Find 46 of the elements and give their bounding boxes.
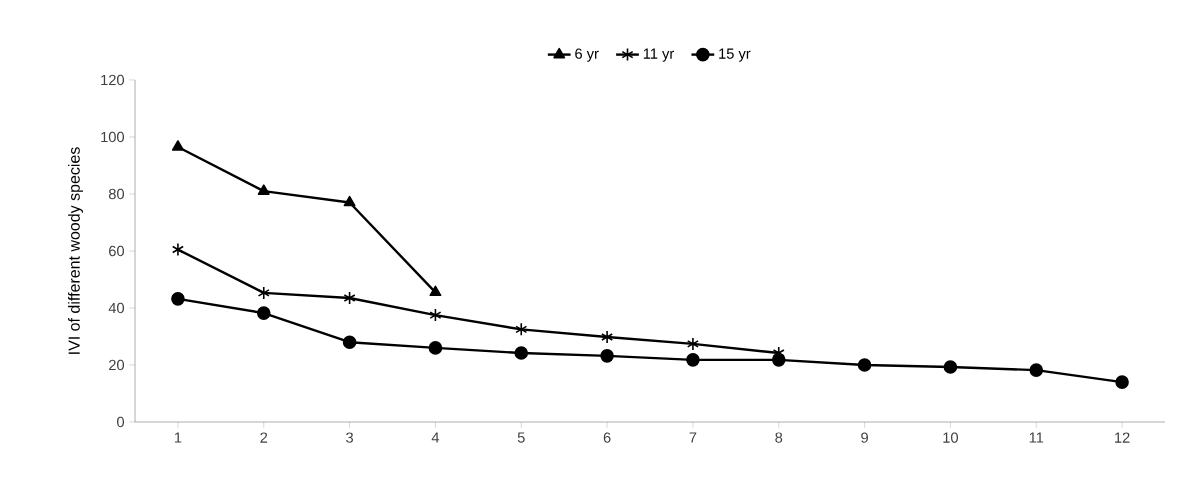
point — [342, 335, 357, 349]
point — [429, 285, 442, 297]
y-tick-label: 0 — [117, 416, 125, 428]
legend-label: 11 yr — [643, 48, 675, 62]
y-tick-label: 100 — [101, 131, 125, 143]
point — [857, 358, 872, 372]
y-tick-label: 120 — [101, 74, 125, 86]
point — [515, 322, 528, 337]
y-tick-label: 40 — [108, 302, 125, 314]
point — [1115, 375, 1129, 389]
x-tick-label: 7 — [689, 432, 697, 443]
point — [601, 330, 614, 344]
point — [771, 353, 786, 367]
y-tick-label: 20 — [109, 359, 125, 371]
x-tick-label: 4 — [431, 432, 440, 443]
point — [343, 291, 356, 305]
point — [257, 184, 270, 195]
legend-label: 15 yr — [719, 48, 751, 62]
point — [429, 308, 442, 322]
point — [943, 360, 958, 374]
x-tick-label: 12 — [1115, 432, 1130, 443]
y-axis-title: IVI of different woody species — [68, 147, 83, 354]
x-tick-label: 5 — [517, 432, 525, 443]
legend-label: 6 yr — [575, 48, 599, 62]
point — [343, 195, 356, 207]
x-tick-label: 3 — [346, 432, 354, 443]
point — [1029, 363, 1044, 377]
point — [257, 286, 270, 300]
y-tick-label: 80 — [108, 188, 125, 200]
point — [600, 349, 614, 363]
x-tick-label: 10 — [943, 432, 958, 443]
x-tick-label: 1 — [174, 432, 182, 443]
x-tick-label: 6 — [603, 432, 611, 443]
x-tick-label: 2 — [260, 432, 268, 443]
point — [428, 341, 443, 355]
point — [686, 353, 700, 367]
x-tick-label: 8 — [775, 432, 783, 443]
point — [171, 292, 185, 306]
x-tick-label: 11 — [1029, 432, 1044, 443]
y-tick-label: 60 — [109, 245, 125, 257]
point — [171, 140, 184, 151]
point — [686, 337, 699, 351]
point — [171, 242, 184, 257]
x-tick-label: 9 — [861, 432, 868, 443]
point — [256, 306, 271, 320]
point — [514, 346, 529, 360]
